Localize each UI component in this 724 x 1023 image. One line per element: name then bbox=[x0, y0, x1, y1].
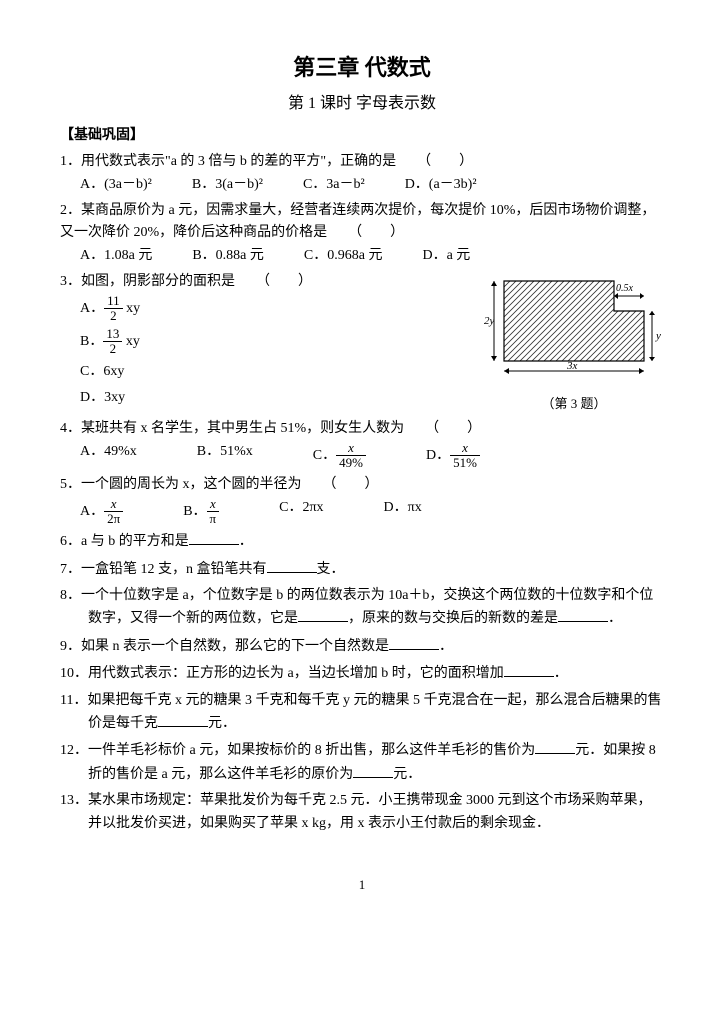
q11-text-a: 11．如果把每千克 x 元的糖果 3 千克和每千克 y 元的糖果 5 千克混合在… bbox=[60, 693, 661, 731]
q5-opt-c: C．2πx bbox=[279, 497, 323, 527]
q5-opt-b: B．xπ bbox=[183, 497, 219, 527]
q4-opt-c: C．x49% bbox=[313, 441, 366, 471]
q3-figure: 2y 0.5x y 3x （第 3 题） bbox=[484, 271, 664, 414]
chapter-title: 第三章 代数式 bbox=[60, 50, 664, 85]
q4-opt-d: D．x51% bbox=[426, 441, 480, 471]
q6-text: 6．a 与 b 的平方和是 bbox=[60, 534, 189, 549]
question-3: 3．如图，阴影部分的面积是 （ ） A．112 xy B．132 xy C．6x… bbox=[60, 271, 664, 414]
q5-opt-d: D．πx bbox=[384, 497, 422, 527]
svg-text:y: y bbox=[655, 330, 661, 342]
question-7: 7．一盒铅笔 12 支，n 盒铅笔共有 支． bbox=[60, 558, 664, 581]
q5-opt-a: A．x2π bbox=[80, 497, 123, 527]
q8-blank-2 bbox=[558, 607, 608, 622]
question-8: 8．一个十位数字是 a，个位数字是 b 的两位数表示为 10a＋b，交换这个两位… bbox=[60, 585, 664, 631]
section-header: 【基础巩固】 bbox=[60, 125, 664, 147]
q1-text: 1．用代数式表示"a 的 3 倍与 b 的差的平方"，正确的是 （ ） bbox=[60, 151, 664, 173]
question-11: 11．如果把每千克 x 元的糖果 3 千克和每千克 y 元的糖果 5 千克混合在… bbox=[60, 690, 664, 736]
q5-text: 5．一个圆的周长为 x，这个圆的半径为 （ ） bbox=[60, 474, 664, 496]
q3-opt-d: D．3xy bbox=[80, 387, 454, 409]
svg-text:2y: 2y bbox=[484, 315, 495, 327]
q12-text-a: 12．一件羊毛衫标价 a 元，如果按标价的 8 折出售，那么这件羊毛衫的售价为 bbox=[60, 743, 535, 758]
q10-blank bbox=[504, 662, 554, 677]
q1-opt-d: D．(a－3b)² bbox=[405, 174, 477, 196]
q3-caption: （第 3 题） bbox=[484, 394, 664, 415]
q11-text-b: 元． bbox=[208, 716, 236, 731]
question-10: 10．用代数式表示：正方形的边长为 a，当边长增加 b 时，它的面积增加． bbox=[60, 662, 664, 685]
q2-opt-d: D．a 元 bbox=[422, 245, 470, 267]
q3-opt-a: A．112 xy bbox=[80, 294, 454, 324]
q12-blank-1 bbox=[535, 739, 575, 754]
question-6: 6．a 与 b 的平方和是． bbox=[60, 530, 664, 553]
question-12: 12．一件羊毛衫标价 a 元，如果按标价的 8 折出售，那么这件羊毛衫的售价为元… bbox=[60, 739, 664, 786]
q4-opt-b: B．51%x bbox=[197, 441, 253, 471]
q4-text: 4．某班共有 x 名学生，其中男生占 51%，则女生人数为 （ ） bbox=[60, 418, 664, 440]
question-1: 1．用代数式表示"a 的 3 倍与 b 的差的平方"，正确的是 （ ） A．(3… bbox=[60, 151, 664, 196]
q8-text-b: ，原来的数与交换后的新数的差是 bbox=[348, 611, 558, 626]
q1-opt-a: A．(3a－b)² bbox=[80, 174, 152, 196]
q2-options: A．1.08a 元 B．0.88a 元 C．0.968a 元 D．a 元 bbox=[80, 245, 664, 267]
q4-opt-a: A．49%x bbox=[80, 441, 137, 471]
q1-opt-b: B．3(a－b)² bbox=[192, 174, 263, 196]
q2-opt-c: C．0.968a 元 bbox=[304, 245, 383, 267]
q12-text-c: 元． bbox=[393, 767, 421, 782]
q6-blank bbox=[189, 530, 239, 545]
q11-blank bbox=[158, 712, 208, 727]
question-4: 4．某班共有 x 名学生，其中男生占 51%，则女生人数为 （ ） A．49%x… bbox=[60, 418, 664, 470]
q9-blank bbox=[389, 635, 439, 650]
q5-options: A．x2π B．xπ C．2πx D．πx bbox=[80, 497, 664, 527]
question-9: 9．如果 n 表示一个自然数，那么它的下一个自然数是． bbox=[60, 635, 664, 658]
q2-text: 2．某商品原价为 a 元，因需求量大，经营者连续两次提价，每次提价 10%，后因… bbox=[60, 200, 664, 245]
q3-opt-b: B．132 xy bbox=[80, 327, 454, 357]
svg-text:3x: 3x bbox=[566, 360, 578, 372]
q2-opt-b: B．0.88a 元 bbox=[192, 245, 264, 267]
q12-blank-2 bbox=[353, 763, 393, 778]
q1-options: A．(3a－b)² B．3(a－b)² C．3a－b² D．(a－3b)² bbox=[80, 174, 664, 196]
q3-text: 3．如图，阴影部分的面积是 （ ） bbox=[60, 271, 454, 293]
q2-opt-a: A．1.08a 元 bbox=[80, 245, 152, 267]
q7-text-a: 7．一盒铅笔 12 支，n 盒铅笔共有 bbox=[60, 562, 267, 577]
page-number: 1 bbox=[60, 875, 664, 896]
q3-options: A．112 xy B．132 xy C．6xy D．3xy bbox=[80, 294, 454, 410]
question-5: 5．一个圆的周长为 x，这个圆的半径为 （ ） A．x2π B．xπ C．2πx… bbox=[60, 474, 664, 526]
q7-text-b: 支． bbox=[317, 562, 345, 577]
question-13: 13．某水果市场规定：苹果批发价为每千克 2.5 元．小王携带现金 3000 元… bbox=[60, 790, 664, 835]
lesson-subtitle: 第 1 课时 字母表示数 bbox=[60, 91, 664, 117]
q9-text: 9．如果 n 表示一个自然数，那么它的下一个自然数是 bbox=[60, 639, 389, 654]
q13-text: 13．某水果市场规定：苹果批发价为每千克 2.5 元．小王携带现金 3000 元… bbox=[60, 793, 652, 830]
q3-opt-c: C．6xy bbox=[80, 361, 454, 383]
question-2: 2．某商品原价为 a 元，因需求量大，经营者连续两次提价，每次提价 10%，后因… bbox=[60, 200, 664, 267]
svg-text:0.5x: 0.5x bbox=[616, 283, 634, 294]
q8-blank-1 bbox=[298, 607, 348, 622]
q10-text: 10．用代数式表示：正方形的边长为 a，当边长增加 b 时，它的面积增加 bbox=[60, 666, 504, 681]
q7-blank bbox=[267, 558, 317, 573]
q1-opt-c: C．3a－b² bbox=[303, 174, 365, 196]
q4-options: A．49%x B．51%x C．x49% D．x51% bbox=[80, 441, 664, 471]
